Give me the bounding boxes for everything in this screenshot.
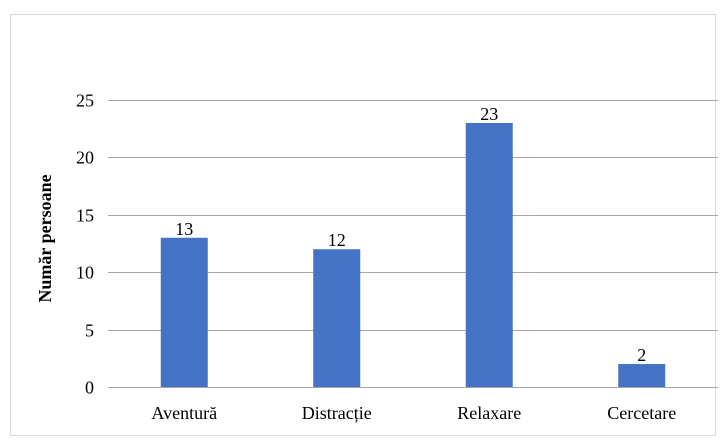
- bar: [313, 249, 361, 387]
- x-tick-label: Cercetare: [607, 403, 676, 423]
- y-axis-title: Număr persoane: [35, 174, 55, 302]
- y-tick-label: 20: [76, 148, 94, 168]
- data-label: 12: [328, 230, 346, 250]
- gridlines: [108, 100, 718, 388]
- data-labels: 13 12 23 2: [175, 104, 646, 365]
- y-tick-label: 5: [85, 321, 94, 341]
- bars: [160, 122, 666, 388]
- y-tick-labels: 0 5 10 15 20 25: [76, 91, 94, 398]
- x-tick-labels: Aventură Distracție Relaxare Cercetare: [151, 403, 676, 423]
- y-tick-label: 15: [76, 206, 94, 226]
- bar: [160, 237, 208, 387]
- x-tick-label: Distracție: [302, 403, 372, 423]
- bar: [618, 364, 666, 387]
- y-tick-label: 10: [76, 263, 94, 283]
- chart-frame: [10, 14, 716, 436]
- x-tick-label: Relaxare: [457, 403, 521, 423]
- y-tick-label: 25: [76, 91, 94, 111]
- y-tick-label: 0: [85, 378, 94, 398]
- bar: [465, 122, 513, 388]
- data-label: 13: [175, 219, 193, 239]
- data-label: 2: [637, 345, 646, 365]
- data-label: 23: [480, 104, 498, 124]
- x-tick-label: Aventură: [151, 403, 217, 423]
